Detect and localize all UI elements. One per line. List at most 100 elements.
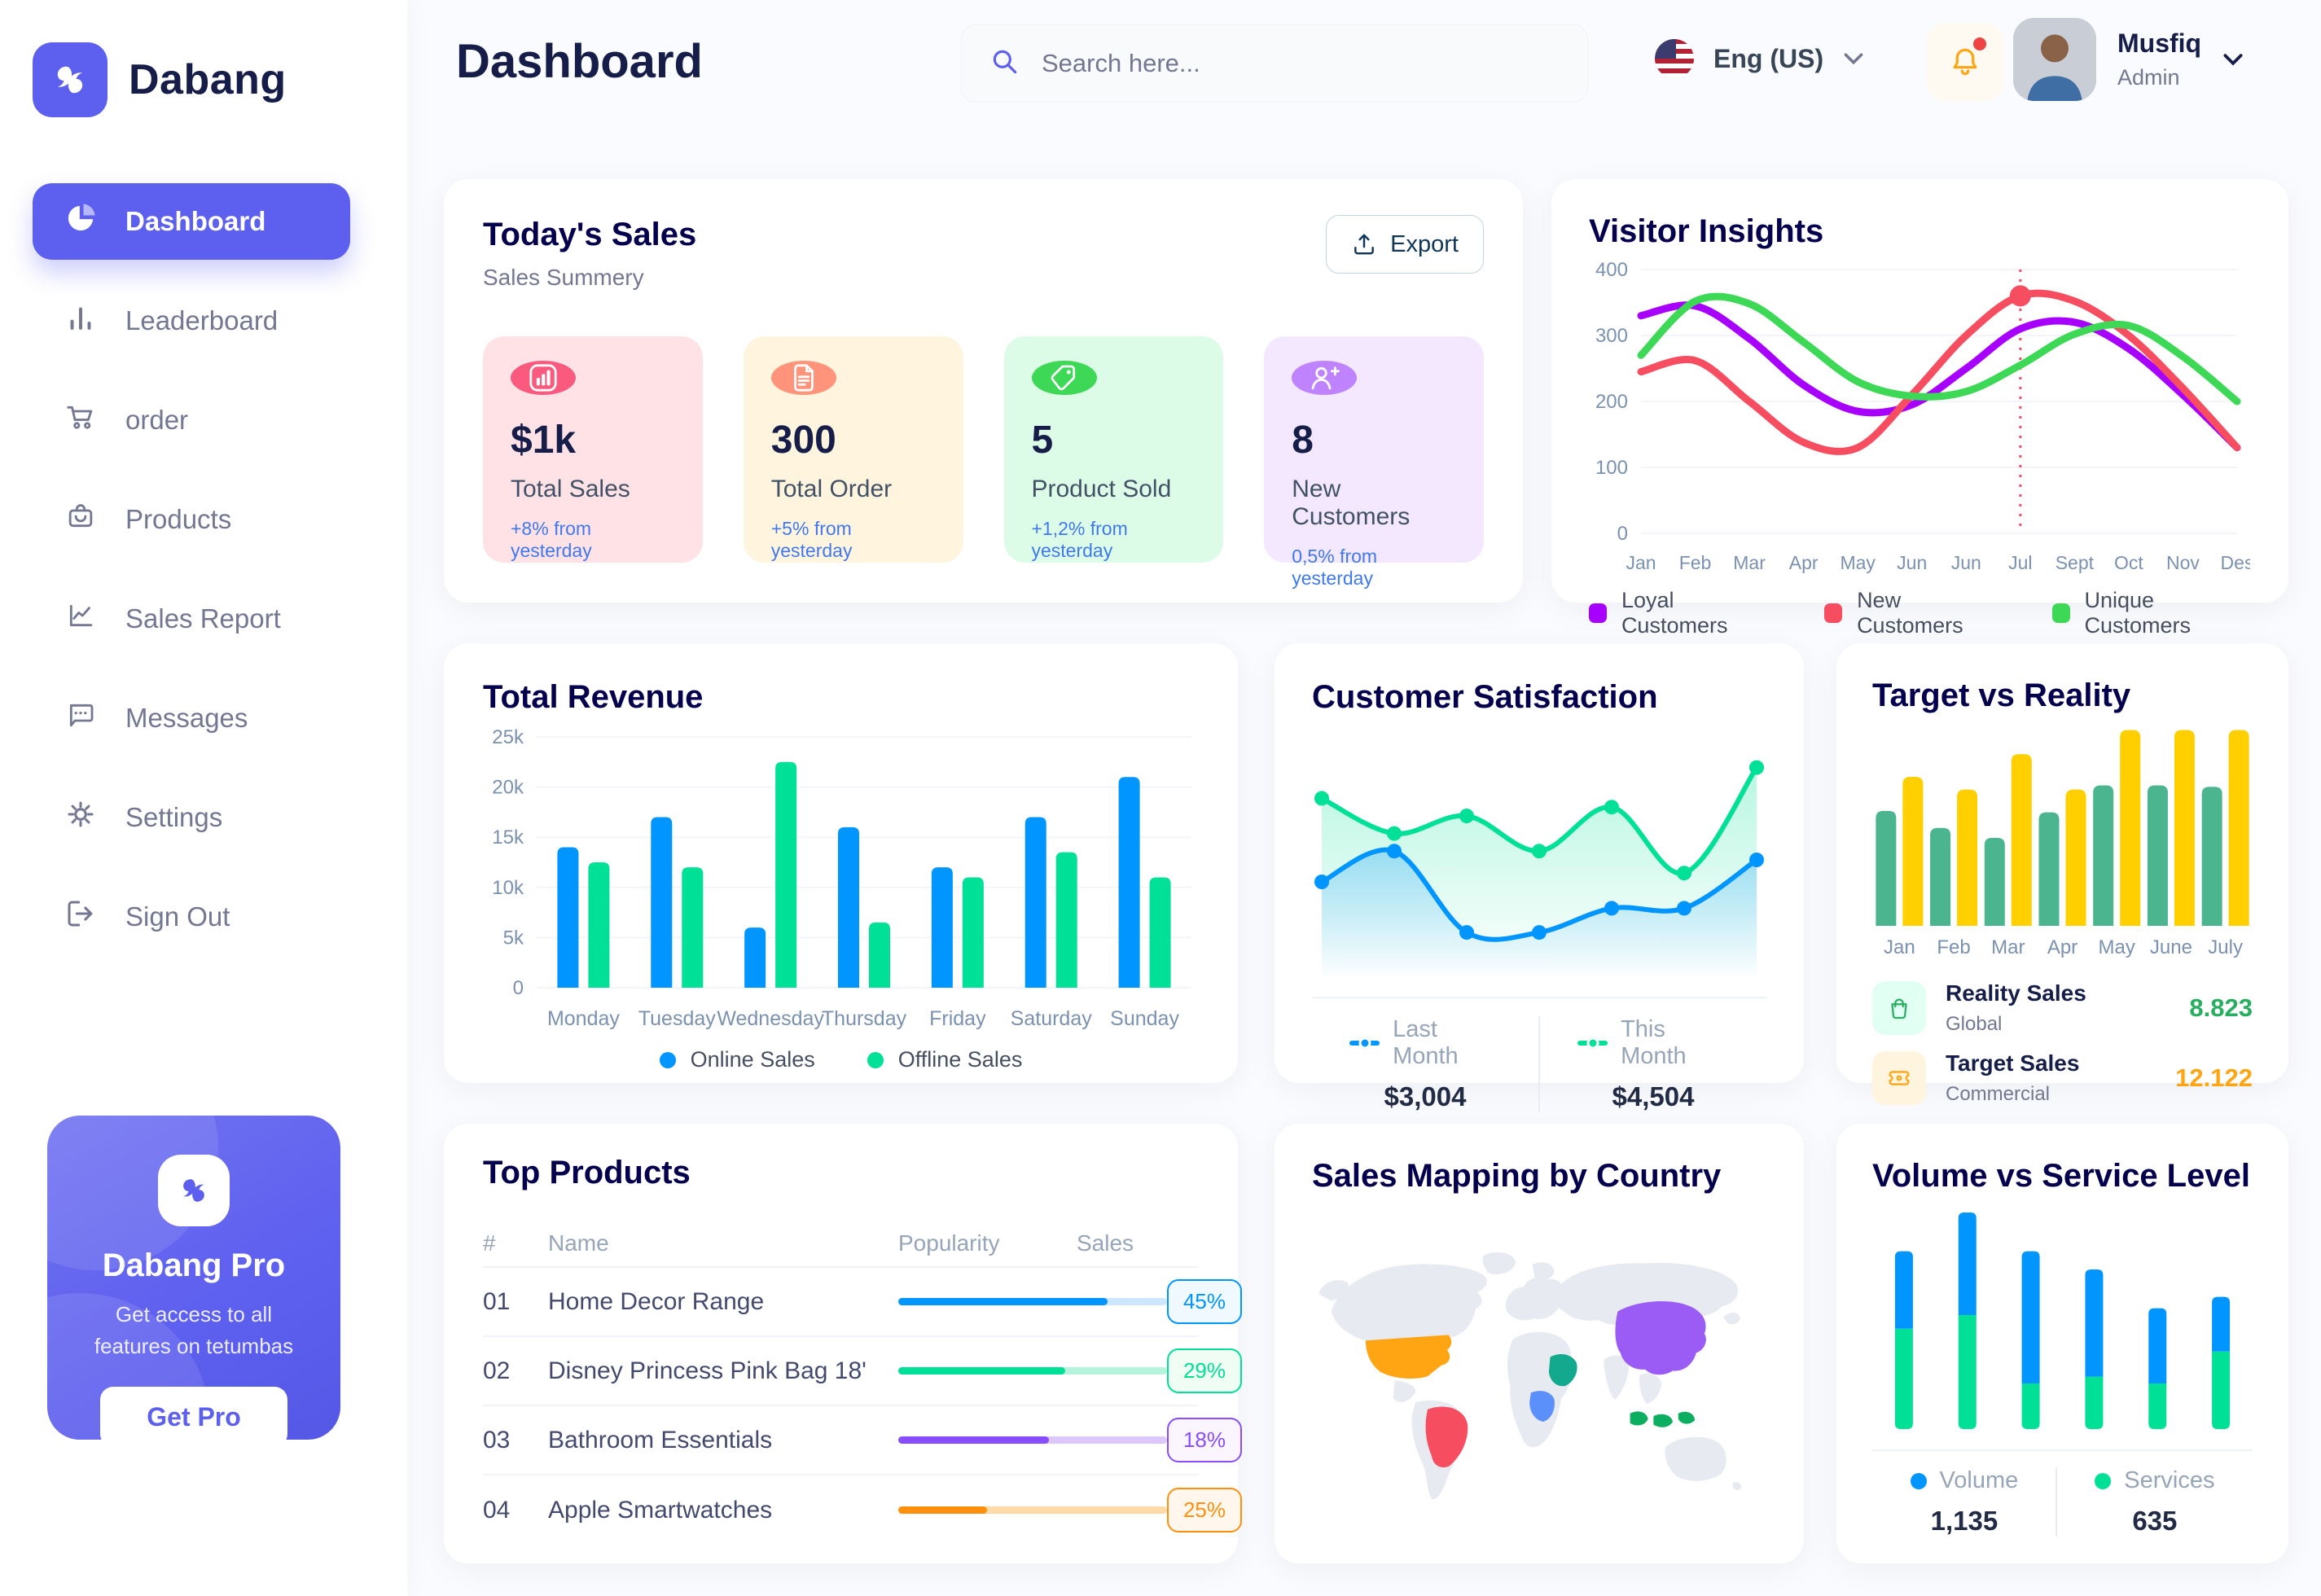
country-indonesia (1678, 1411, 1696, 1424)
sidebar-item-settings[interactable]: Settings (33, 779, 350, 856)
stat-new-customers: 8 New Customers 0,5% from yesterday (1264, 336, 1484, 589)
product-number: 03 (483, 1426, 511, 1454)
line-series (1637, 289, 2241, 455)
bar (2228, 730, 2249, 926)
axis-label: 25k (492, 726, 524, 748)
axis-label: 20k (492, 777, 524, 799)
sidebar-item-order[interactable]: order (33, 382, 350, 458)
bar (931, 867, 953, 988)
sidebar-item-dashboard[interactable]: Dashboard (33, 183, 350, 260)
order-file-icon (770, 361, 836, 395)
notifications-button[interactable] (1926, 23, 2004, 101)
export-button[interactable]: Export (1326, 215, 1484, 274)
legend-label: Offline Sales (897, 1047, 1023, 1072)
legend-this-month: This Month $4,504 (1538, 1016, 1766, 1112)
user-info: Musfiq Admin (2117, 28, 2201, 90)
language-selector[interactable]: Eng (US) (1655, 39, 1864, 78)
bell-icon (1953, 48, 1977, 76)
axis-label: Tuesday (638, 1007, 716, 1030)
country-dr-congo (1529, 1391, 1555, 1422)
bar-segment-services (1958, 1315, 1977, 1429)
axis-label: 15k (492, 826, 524, 848)
axis-label: Jan (1626, 552, 1656, 573)
data-point-marker (2009, 285, 2031, 307)
notification-badge (1973, 37, 1986, 50)
pro-title: Dabang Pro (102, 1247, 286, 1283)
axis-label: Feb (1679, 552, 1712, 573)
bar (2011, 754, 2032, 926)
bar (775, 761, 797, 988)
legend-swatch (659, 1051, 676, 1068)
axis-label: Jan (1884, 936, 1915, 958)
sidebar-item-leaderboard[interactable]: Leaderboard (33, 283, 350, 359)
bar (869, 922, 890, 988)
pie-chart-icon (64, 201, 98, 242)
table-header: # Name Popularity Sales (483, 1221, 1199, 1268)
axis-label: Thursday (822, 1007, 907, 1030)
country-brazil (1425, 1406, 1468, 1468)
language-label: Eng (US) (1713, 43, 1824, 73)
target-vs-reality-card: Target vs Reality Jan Feb Mar Apr May June Jul… (1836, 643, 2288, 1105)
sidebar-item-sign-out[interactable]: Sign Out (33, 879, 350, 955)
data-point (1532, 844, 1547, 859)
table-row: 02 Disney Princess Pink Bag 18' 29% (483, 1337, 1242, 1406)
product-name: Apple Smartwatches (548, 1496, 773, 1524)
progress-fill (898, 1367, 1065, 1375)
sales-cell: 25% (1167, 1488, 1289, 1532)
data-point (1387, 826, 1402, 841)
bag-icon (1872, 981, 1926, 1035)
table-row: 04 Apple Smartwatches 25% (483, 1475, 1242, 1545)
legend-volume: Volume 1,135 (1873, 1467, 2056, 1537)
cart-icon (64, 400, 98, 441)
sales-cell: 29% (1167, 1348, 1289, 1393)
card-title: Volume vs Service Level (1872, 1158, 2250, 1194)
sidebar-item-messages[interactable]: Messages (33, 680, 350, 756)
product-number: 04 (483, 1496, 511, 1524)
card-title: Sales Mapping by Country (1312, 1158, 1722, 1194)
card-title: Top Products (483, 1155, 691, 1190)
product-number: 02 (483, 1357, 511, 1384)
bar (2174, 730, 2195, 926)
bar (2120, 730, 2141, 926)
sales-chart-icon (511, 361, 576, 395)
get-pro-button[interactable]: Get Pro (100, 1387, 287, 1440)
bar-segment-services (2212, 1351, 2231, 1429)
sidebar-item-products[interactable]: Products (33, 481, 350, 558)
legend-dot (1910, 1472, 1927, 1489)
product-name: Disney Princess Pink Bag 18' (548, 1357, 867, 1384)
sidebar-item-sales-report[interactable]: Sales Report (33, 581, 350, 657)
avatar (2013, 18, 2096, 101)
world-map (1318, 1252, 1741, 1500)
search-bar (961, 24, 1588, 103)
search-input[interactable] (1042, 49, 1560, 78)
data-point (1387, 844, 1402, 859)
legend-swatch (1589, 603, 1607, 623)
bar (2093, 785, 2114, 926)
column-header: # (483, 1230, 496, 1256)
axis-label: May (1840, 552, 1876, 573)
progress-fill (898, 1436, 1049, 1444)
data-point (1749, 853, 1764, 867)
progress-track (898, 1436, 1167, 1444)
data-point (1677, 866, 1691, 881)
bar (838, 826, 859, 988)
brand-logo-icon (33, 42, 107, 117)
bar (1876, 810, 1897, 926)
country-china (1615, 1301, 1706, 1375)
user-menu[interactable]: Musfiq Admin (2013, 18, 2244, 101)
volume-vs-service-card: Volume vs Service Level Volume 1,135 Ser… (1836, 1124, 2288, 1563)
table-body: 01 Home Decor Range 45% 02 Disney Princess P… (483, 1268, 1242, 1545)
axis-label: Feb (1937, 936, 1970, 958)
legend-swatch (2051, 603, 2070, 623)
region-scandinavia (1532, 1262, 1555, 1281)
legend-value: $4,504 (1612, 1081, 1695, 1112)
legend-label: Loyal Customers (1621, 588, 1728, 638)
card-title: Visitor Insights (1589, 213, 1824, 249)
region-australia (1665, 1436, 1726, 1481)
legend-item: New Customers (1824, 588, 1999, 638)
customer-satisfaction-chart (1314, 760, 1764, 980)
bar-segment-services (2021, 1383, 2040, 1429)
data-point (1604, 800, 1619, 815)
sales-badge: 18% (1167, 1418, 1242, 1462)
